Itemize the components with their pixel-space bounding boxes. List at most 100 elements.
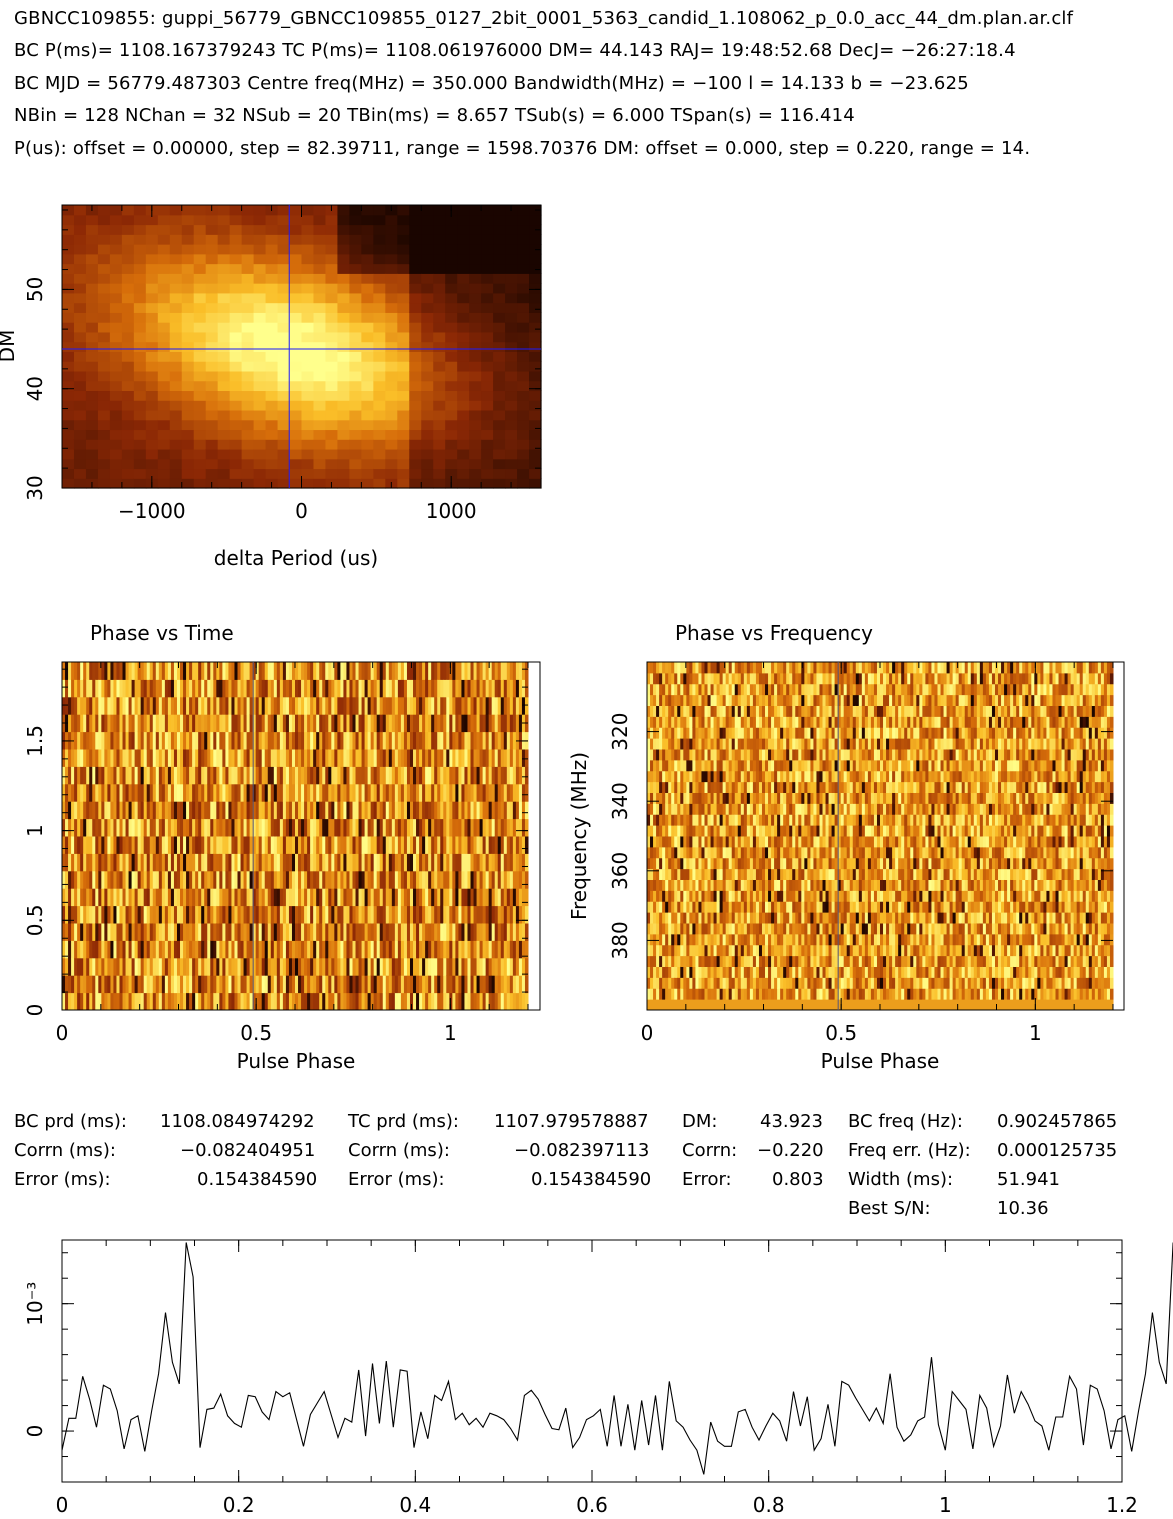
heat-cell	[252, 923, 257, 941]
heat-cell	[204, 731, 208, 750]
heat-cell	[143, 923, 148, 941]
heat-cell	[373, 679, 378, 698]
heat-cell	[391, 870, 396, 889]
heat-cell	[119, 783, 124, 802]
heat-cell	[279, 940, 284, 959]
heat-cell	[89, 923, 93, 941]
heat-cell	[249, 992, 254, 1011]
heat-cell	[301, 370, 315, 382]
heat-cell	[295, 801, 299, 820]
heat-cell	[506, 853, 511, 872]
heat-cell	[252, 975, 257, 994]
heat-cell	[173, 749, 178, 767]
heat-cell	[277, 322, 291, 333]
heat-cell	[121, 361, 135, 372]
heat-cell	[240, 870, 245, 889]
heat-cell	[164, 870, 169, 889]
heat-cell	[77, 731, 81, 750]
heat-cell	[650, 836, 654, 848]
heat-cell	[659, 662, 663, 674]
heat-cell	[133, 409, 147, 421]
heat-cell	[505, 341, 518, 352]
heat-cell	[216, 992, 220, 1011]
heat-cell	[234, 818, 239, 837]
heat-cell	[452, 662, 456, 680]
heat-cell	[517, 302, 530, 313]
heat-cell	[367, 870, 372, 889]
heat-cell	[695, 738, 699, 750]
heat-cell	[337, 714, 341, 733]
heat-cell	[529, 273, 542, 284]
heat-cell	[319, 888, 323, 907]
heat-cell	[455, 870, 459, 889]
heat-cell	[458, 853, 462, 872]
heat-cell	[349, 662, 353, 680]
heat-cell	[653, 923, 657, 935]
heat-cell	[301, 696, 305, 715]
heat-cell	[143, 766, 148, 785]
heat-cell	[497, 888, 502, 907]
heat-cell	[512, 940, 517, 959]
heat-cell	[434, 870, 438, 889]
heat-cell	[249, 923, 254, 941]
heat-cell	[313, 766, 317, 785]
heat-cell	[668, 814, 672, 826]
heat-cell	[89, 801, 93, 820]
heat-cell	[409, 283, 422, 294]
heat-cell	[683, 759, 687, 772]
heat-cell	[258, 853, 263, 872]
heat-cell	[491, 923, 496, 941]
heat-cell	[409, 870, 414, 889]
heat-cell	[343, 870, 347, 889]
heat-cell	[295, 975, 299, 994]
heat-cell	[662, 912, 666, 924]
heat-cell	[518, 940, 523, 959]
heat-cell	[104, 696, 108, 715]
heat-cell	[164, 923, 169, 941]
heat-cell	[391, 696, 396, 715]
heat-cell	[316, 801, 320, 820]
heat-cell	[279, 766, 284, 785]
heat-cell	[445, 283, 458, 294]
heat-cell	[443, 957, 447, 976]
heat-cell	[189, 818, 193, 837]
heat-cell	[145, 400, 159, 411]
heat-cell	[361, 390, 374, 401]
heat-cell	[195, 853, 199, 872]
heat-cell	[170, 679, 175, 698]
heat-cell	[167, 679, 172, 698]
heat-cell	[413, 957, 417, 976]
heat-cell	[307, 923, 311, 941]
heat-cell	[493, 341, 506, 352]
heat-cell	[128, 731, 133, 750]
heat-cell	[71, 923, 75, 941]
heat-cell	[62, 940, 66, 959]
heat-cell	[282, 905, 287, 924]
heat-cell	[229, 448, 243, 460]
heat-cell	[128, 836, 133, 854]
heat-cell	[680, 662, 684, 674]
heat-cell	[225, 731, 229, 750]
heat-cell	[428, 818, 432, 837]
heat-cell	[255, 679, 260, 698]
heat-cell	[650, 977, 654, 989]
heat-cell	[334, 923, 338, 941]
heat-cell	[503, 957, 508, 976]
heat-cell	[382, 870, 387, 889]
heat-cell	[83, 836, 87, 854]
heat-cell	[449, 905, 453, 924]
heat-cell	[428, 679, 432, 698]
heat-cell	[198, 975, 202, 994]
heat-cell	[680, 825, 684, 837]
heat-cell	[277, 351, 291, 362]
heat-cell	[264, 923, 269, 941]
heat-cell	[488, 783, 493, 802]
heat-cell	[85, 361, 99, 372]
heat-cell	[109, 409, 123, 421]
heat-cell	[65, 905, 69, 924]
heat-cell	[422, 888, 426, 907]
heat-cell	[476, 662, 481, 680]
heat-cell	[161, 679, 166, 698]
heat-cell	[409, 448, 422, 460]
heat-cell	[128, 888, 133, 907]
